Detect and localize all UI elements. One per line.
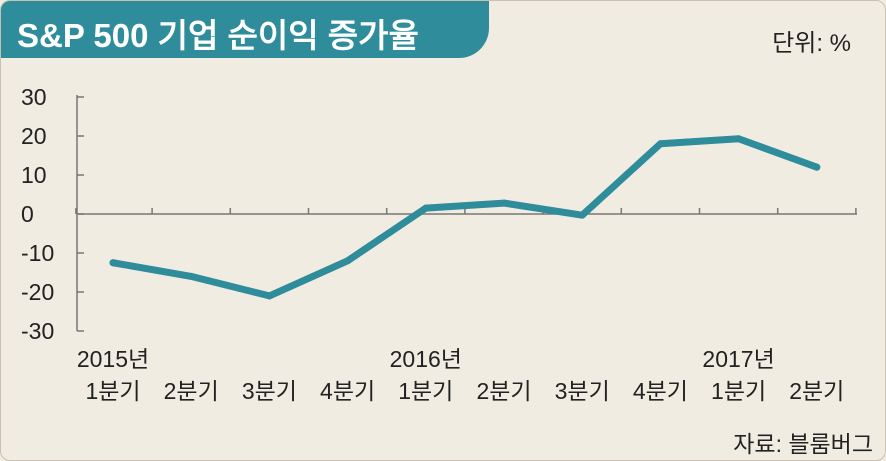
data-point — [344, 257, 352, 265]
x-tick-label: 2분기 — [476, 378, 531, 404]
data-point — [735, 135, 743, 143]
y-tick-label: 20 — [21, 123, 47, 149]
x-axis: 1분기 2분기 3분기 4분기 1분기 2분기 3분기 4분기 1분기 2분기 2015년 2016년… — [75, 208, 857, 404]
data-point — [813, 163, 821, 171]
x-tick-label: 2분기 — [789, 378, 844, 404]
y-tick-label: 10 — [21, 162, 47, 188]
series-group — [109, 135, 821, 300]
x-tick-label: 1분기 — [711, 378, 766, 404]
x-tick-label: 1분기 — [85, 378, 140, 404]
y-tick-label: 0 — [21, 201, 34, 227]
data-point — [656, 140, 664, 148]
data-point — [422, 204, 430, 212]
y-axis: 30 20 10 0 -10 -20 -30 — [21, 84, 84, 344]
y-tick-label: 30 — [21, 84, 47, 110]
data-point — [187, 272, 195, 280]
x-tick-label: 4분기 — [633, 378, 688, 404]
year-label: 2017년 — [702, 346, 774, 372]
year-label: 2016년 — [390, 346, 462, 372]
x-tick-label: 1분기 — [398, 378, 453, 404]
chart-title: S&P 500 기업 순이익 증가율 — [17, 17, 419, 54]
series-line — [109, 135, 821, 300]
source-note: 자료: 블룸버그 — [733, 431, 873, 457]
data-point — [265, 292, 273, 300]
title-banner: S&P 500 기업 순이익 증가율 — [1, 1, 489, 58]
y-tick-label: -30 — [21, 318, 54, 344]
unit-label: 단위: % — [772, 30, 851, 57]
data-point — [578, 211, 586, 219]
data-point — [500, 199, 508, 207]
y-tick-label: -20 — [21, 279, 54, 305]
x-tick-label: 3분기 — [555, 378, 610, 404]
data-point — [109, 259, 117, 267]
x-tick-label: 4분기 — [320, 378, 375, 404]
x-tick-label: 3분기 — [242, 378, 297, 404]
y-tick-label: -10 — [21, 240, 54, 266]
x-tick-label: 2분기 — [164, 378, 219, 404]
year-label: 2015년 — [77, 346, 149, 372]
